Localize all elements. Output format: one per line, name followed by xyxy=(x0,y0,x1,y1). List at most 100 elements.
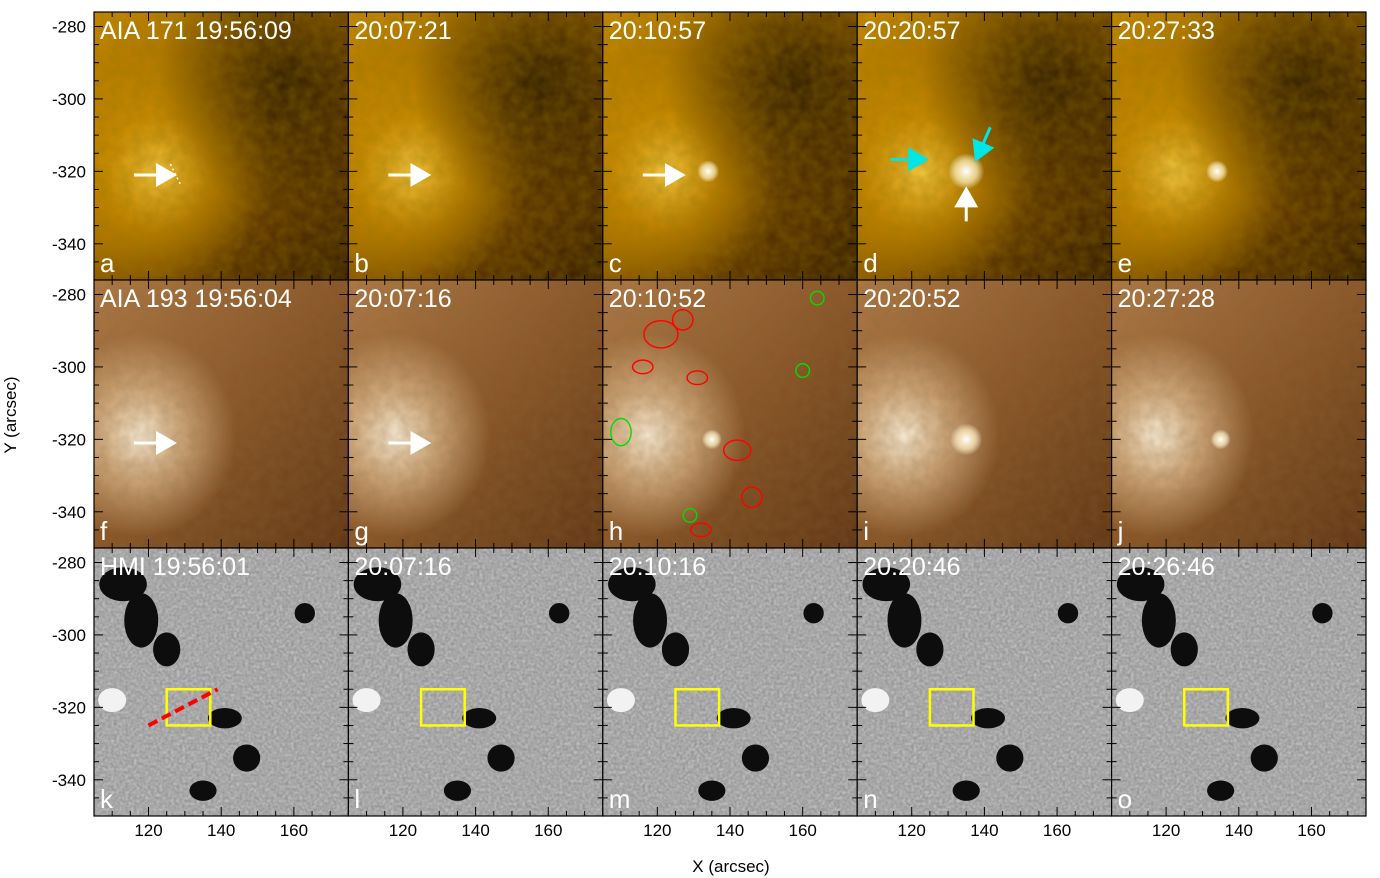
brightening xyxy=(950,423,983,456)
positive-flux xyxy=(98,688,127,713)
panel-title: 20:27:33 xyxy=(1118,17,1215,45)
x-tick-label: 120 xyxy=(898,821,926,840)
contour-red xyxy=(686,370,709,386)
panel-image xyxy=(94,548,349,816)
x-tick-label: 140 xyxy=(207,821,235,840)
negative-flux xyxy=(1225,708,1260,729)
panel-letter: c xyxy=(609,248,622,278)
x-tick-label: 140 xyxy=(716,821,744,840)
negative-flux xyxy=(716,708,751,729)
y-tick-label: -320 xyxy=(52,162,86,181)
y-tick-label: -280 xyxy=(52,285,86,304)
negative-flux xyxy=(952,780,980,801)
x-tick-label: 160 xyxy=(788,821,816,840)
cyan-arrow xyxy=(972,126,995,163)
negative-flux xyxy=(996,744,1024,772)
panel-j: 20:27:28 j xyxy=(1110,279,1367,549)
panel-letter: a xyxy=(100,248,115,278)
panel-letter: e xyxy=(1118,248,1132,278)
negative-flux xyxy=(887,593,922,648)
panel-title: 20:20:52 xyxy=(863,285,960,313)
negative-flux xyxy=(443,780,472,801)
panel-title: 20:10:52 xyxy=(609,285,706,313)
panel-h: 20:10:52 h xyxy=(602,279,858,549)
panel-title: 20:07:21 xyxy=(354,17,451,45)
negative-flux xyxy=(294,602,315,624)
panel-letter: j xyxy=(1117,516,1124,546)
slit-line xyxy=(147,687,219,728)
negative-flux xyxy=(124,593,159,648)
contour-green xyxy=(682,507,698,523)
panel-image xyxy=(1111,12,1366,280)
region-box xyxy=(419,687,466,727)
negative-flux xyxy=(971,708,1006,729)
panel-m: 20:10:16 m xyxy=(602,547,858,817)
negative-flux xyxy=(698,780,726,801)
panel-o: 20:26:46 o xyxy=(1110,547,1367,817)
y-tick-label: -340 xyxy=(52,503,86,522)
panel-title: AIA 171 19:56:09 xyxy=(100,17,292,45)
x-tick-label: 160 xyxy=(1297,821,1325,840)
positive-flux xyxy=(861,688,890,713)
negative-flux xyxy=(233,744,261,772)
contour-red xyxy=(722,439,752,462)
negative-flux xyxy=(803,602,824,624)
positive-flux xyxy=(1115,688,1144,713)
y-tick-label: -300 xyxy=(52,626,86,645)
panel-g: 20:07:16 g xyxy=(347,279,604,549)
brightening xyxy=(948,153,985,190)
negative-flux xyxy=(462,708,497,729)
panel-letter: h xyxy=(609,516,623,546)
positive-flux xyxy=(352,688,381,713)
panel-a: AIA 171 19:56:09 a xyxy=(93,11,349,281)
x-tick-label: 160 xyxy=(1043,821,1071,840)
y-tick-label: -280 xyxy=(52,553,86,572)
region-box xyxy=(1183,687,1230,727)
x-tick-label: 120 xyxy=(643,821,671,840)
negative-flux xyxy=(378,593,413,648)
panel-letter: l xyxy=(354,784,360,814)
negative-flux xyxy=(548,602,570,624)
negative-flux xyxy=(153,632,181,667)
panel-l: 20:07:16 l xyxy=(347,547,604,817)
panel-image xyxy=(94,12,349,280)
panel-title: 20:26:46 xyxy=(1118,553,1215,581)
panel-b: 20:07:21 b xyxy=(347,11,604,281)
x-tick-label: 140 xyxy=(970,821,998,840)
axes-layer: -280 -300 -320 -340 -280 -300 -320 -340 -280 -300… xyxy=(52,17,1326,840)
negative-flux xyxy=(189,780,217,801)
panel-letter: f xyxy=(100,516,108,546)
negative-flux xyxy=(407,632,435,667)
contour-green xyxy=(795,363,811,379)
panel-image xyxy=(857,12,1112,280)
panel-title: 20:20:57 xyxy=(863,17,960,45)
negative-flux xyxy=(741,744,770,772)
panel-letter: o xyxy=(1118,784,1132,814)
contour-red xyxy=(631,359,654,375)
panel-title: 20:07:16 xyxy=(354,285,451,313)
x-tick-label: 120 xyxy=(1152,821,1180,840)
y-tick-label: -280 xyxy=(52,17,86,36)
panel-image xyxy=(94,280,349,548)
negative-flux xyxy=(1116,567,1165,602)
brightening xyxy=(1205,160,1228,183)
panel-image xyxy=(1111,548,1366,816)
x-tick-label: 160 xyxy=(534,821,562,840)
negative-flux xyxy=(99,567,147,602)
brightening xyxy=(1210,429,1231,450)
negative-flux xyxy=(487,744,515,772)
panel-n: 20:20:46 n xyxy=(856,547,1113,817)
panel-letter: b xyxy=(354,248,368,278)
negative-flux xyxy=(916,632,944,667)
panel-letter: d xyxy=(863,248,877,278)
positive-flux xyxy=(606,688,635,713)
panel-image xyxy=(602,548,858,816)
contour-red xyxy=(643,320,679,349)
y-tick-label: -340 xyxy=(52,771,86,790)
negative-flux xyxy=(1170,632,1198,667)
panel-image xyxy=(348,280,603,548)
brightening xyxy=(697,160,720,183)
panel-d: 20:20:57 d xyxy=(856,11,1113,281)
y-tick-label: -300 xyxy=(52,358,86,377)
x-tick-label: 120 xyxy=(389,821,417,840)
